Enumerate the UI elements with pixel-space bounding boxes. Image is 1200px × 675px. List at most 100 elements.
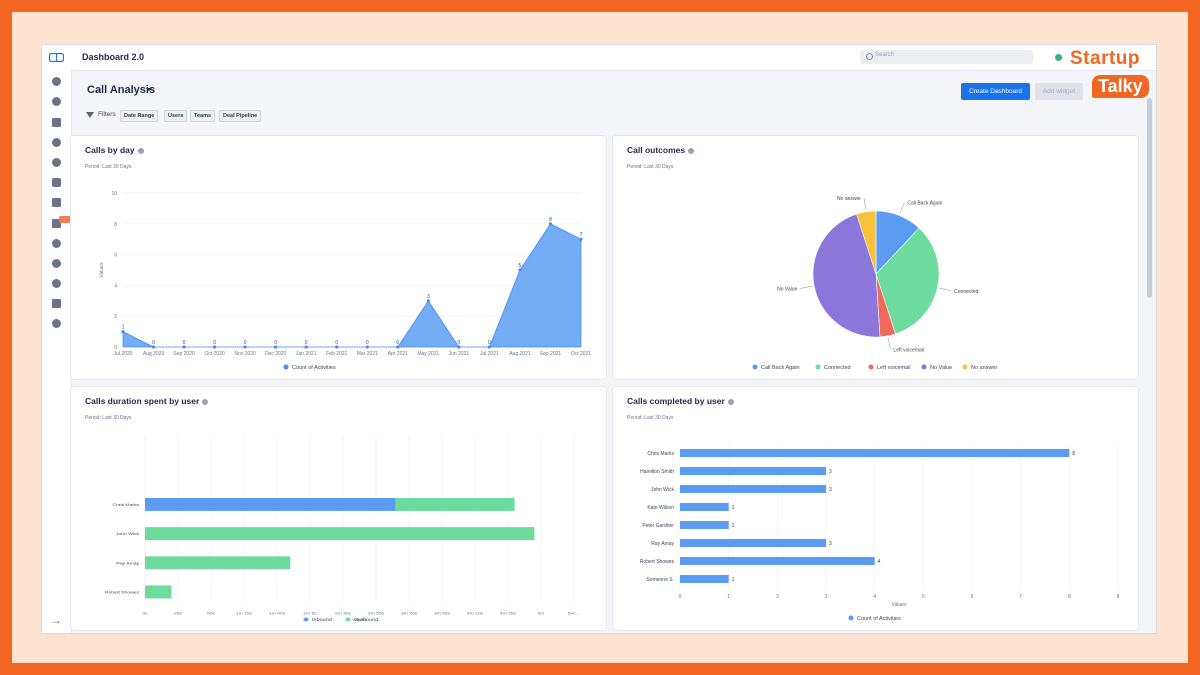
x-tick-label: Nov 2020 <box>234 351 256 357</box>
bar <box>680 575 729 583</box>
calls-completed-period: Period: Last 30 Days <box>627 415 674 421</box>
y-tick-label: 6 <box>114 253 117 259</box>
create-dashboard-button[interactable]: Create Dashboard <box>961 83 1030 100</box>
data-label: 1 <box>122 325 125 331</box>
data-point <box>335 345 339 349</box>
filter-chip-teams[interactable]: Teams <box>190 110 216 122</box>
data-point <box>457 345 461 349</box>
call-outcomes-chart: Call Back Again Connected Left voicemail No… <box>752 196 997 371</box>
legend-label: Inbound <box>312 618 332 623</box>
legend-marker <box>848 615 854 621</box>
scrollbar[interactable] <box>1147 98 1152 298</box>
bar-value-label: 3 <box>829 541 832 547</box>
search-input[interactable]: Search <box>860 50 1033 64</box>
filters-label: Filters <box>98 111 116 118</box>
data-label: 0 <box>152 340 155 346</box>
tasks-icon[interactable] <box>52 138 61 147</box>
bar-outbound <box>145 585 172 599</box>
legend-marker <box>921 364 927 370</box>
legend-marker <box>303 617 309 622</box>
filter-icon <box>86 112 94 118</box>
expand-sidebar-icon[interactable]: → <box>50 613 62 627</box>
y-category-label: Someone S. <box>646 577 674 583</box>
mail-icon[interactable] <box>52 198 61 207</box>
chevron-down-icon[interactable] <box>146 88 152 91</box>
legend-label: Outbound <box>354 618 378 623</box>
app-logo-icon[interactable] <box>49 53 64 62</box>
pie-slice <box>875 227 940 335</box>
x-tick-label: 2m 5s <box>303 611 317 615</box>
data-label: 3 <box>427 294 430 300</box>
filter-chip-date-range[interactable]: Date Range <box>120 110 159 122</box>
y-category-label: Peter Gardner <box>642 523 674 529</box>
inbox-icon[interactable] <box>52 219 61 228</box>
x-tick-label: Oct 2021 <box>571 351 592 357</box>
brand-line-1: Startup <box>1070 48 1140 69</box>
info-icon[interactable] <box>202 398 209 405</box>
filter-chip-deal-pipeline[interactable]: Deal Pipeline <box>219 110 262 122</box>
bar-value-label: 1 <box>732 523 735 529</box>
slice-leader-line <box>863 197 867 210</box>
slice-label: Call Back Again <box>907 200 942 206</box>
y-axis-label: Values <box>99 262 105 277</box>
info-icon[interactable] <box>727 398 734 405</box>
data-point <box>243 345 247 349</box>
calls-duration-chart: 0s 25s 50s 1m 15s 1m 40s 2m 5s 2m 30s 2m 55s 3m … <box>105 433 580 623</box>
bar-outbound <box>395 497 515 511</box>
x-tick-label: Jul 2020 <box>114 351 133 357</box>
contacts-icon[interactable] <box>52 97 61 106</box>
add-widget-button[interactable]: Add widget <box>1035 83 1083 100</box>
dashboard-selector[interactable]: Call Analysis <box>87 84 156 96</box>
pie-slice <box>856 210 877 275</box>
messages-icon[interactable] <box>52 279 61 288</box>
chat-icon[interactable] <box>52 239 61 248</box>
bar <box>680 449 1070 457</box>
legend-label: Left voicemail <box>877 365 911 371</box>
y-tick-label: 0 <box>114 345 117 351</box>
home-icon[interactable] <box>52 77 61 86</box>
bar-value-label: 1 <box>732 577 735 583</box>
x-tick-label: Sep 2021 <box>540 351 562 357</box>
x-tick-label: 4m 10s <box>467 611 484 615</box>
pie-slice <box>812 213 881 338</box>
app-window: → Dashboard 2.0 Search Call Analysis Fil… <box>42 45 1156 633</box>
y-category-label: Chris Marks <box>112 503 139 507</box>
data-point <box>365 345 369 349</box>
bar <box>680 539 826 547</box>
bar-value-label: 3 <box>829 487 832 493</box>
globe-icon[interactable] <box>52 259 61 268</box>
call-outcomes-title: Call outcomes <box>627 145 695 155</box>
bar-value-label: 3 <box>829 469 832 475</box>
data-label: 0 <box>274 340 277 346</box>
y-category-label: Kate Wilson <box>647 505 674 511</box>
info-icon[interactable] <box>137 147 144 154</box>
x-tick-label: 7 <box>1019 594 1022 600</box>
bar-outbound <box>145 527 535 541</box>
settings-icon[interactable] <box>52 319 61 328</box>
bar-value-label: 8 <box>1072 451 1075 457</box>
bar <box>680 557 875 565</box>
dashboard-content: Call Analysis Filters Date Range Users T… <box>71 71 1156 633</box>
data-label: 0 <box>183 340 186 346</box>
calls-completed-chart: 0 1 2 3 4 5 6 7 8 9 Values Chris Marks 8 Hamilton Smi… <box>640 445 1120 622</box>
x-tick-label: 9 <box>1117 594 1120 600</box>
y-tick-label: 2 <box>114 314 117 320</box>
search-icon <box>866 53 873 60</box>
deals-icon[interactable] <box>52 118 61 127</box>
legend-label: Connected <box>824 365 851 371</box>
briefcase-icon[interactable] <box>52 178 61 187</box>
x-tick-label: 4m 35s <box>500 611 517 615</box>
info-icon[interactable] <box>52 158 61 167</box>
bar-value-label: 1 <box>732 505 735 511</box>
x-axis-label: Values <box>352 618 368 622</box>
data-point <box>518 268 522 272</box>
call-outcomes-card: Call outcomes Period: Last 30 Days Call … <box>613 136 1138 379</box>
x-tick-label: 1m 15s <box>236 611 253 615</box>
brand-line-2: Talky <box>1092 75 1149 98</box>
info-icon[interactable] <box>688 147 695 154</box>
x-tick-label: 2m 30s <box>335 611 352 615</box>
legend-label: Count of Activities <box>857 616 901 622</box>
filter-chip-users[interactable]: Users <box>164 110 188 122</box>
reports-icon[interactable] <box>52 299 61 308</box>
data-point <box>426 299 430 303</box>
